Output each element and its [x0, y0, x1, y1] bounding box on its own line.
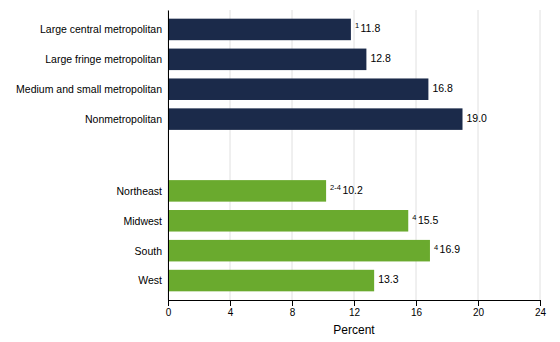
x-tick: 24: [535, 300, 547, 318]
data-label: 11.8: [361, 22, 381, 34]
tick-mark: [416, 300, 417, 306]
grid-line: [540, 10, 541, 300]
tick-label: 20: [473, 307, 485, 318]
footnote-marker: 4: [412, 213, 416, 222]
y-tick: Large fringe metropolitan: [45, 53, 162, 65]
bar: [168, 49, 366, 71]
y-tick: West: [138, 274, 162, 286]
y-tick: Northeast: [116, 185, 162, 197]
bar: [168, 19, 351, 41]
axis-line: [169, 301, 541, 307]
tick-label: Large fringe metropolitan: [45, 53, 162, 65]
bar: [168, 270, 374, 292]
y-tick: Large central metropolitan: [40, 23, 162, 35]
bar: [168, 78, 428, 100]
bar: [168, 240, 430, 262]
tick-label: West: [138, 274, 162, 286]
tick-label: Northeast: [116, 185, 162, 197]
y-axis: Large central metropolitan Large fringe m…: [16, 11, 168, 301]
x-tick: 4: [228, 300, 234, 318]
tick-mark: [478, 300, 479, 306]
tick-label: 4: [228, 307, 234, 318]
chart: 04812162024Large central metropolitanLar…: [0, 0, 560, 342]
grid: [168, 10, 540, 300]
tick-label: Midwest: [123, 215, 162, 227]
data-label: 10.2: [342, 184, 363, 196]
tick-mark: [168, 300, 169, 306]
footnote-marker: 1: [355, 21, 359, 30]
footnote-marker: 4: [434, 243, 438, 252]
axis-line: [168, 11, 169, 301]
footnote-marker: 2-4: [330, 183, 341, 192]
tick-mark: [354, 300, 355, 306]
grid-line: [478, 10, 479, 300]
y-tick: Midwest: [123, 215, 162, 227]
x-tick: 0: [166, 300, 172, 318]
y-tick: Nonmetropolitan: [85, 113, 162, 125]
y-tick: South: [135, 245, 163, 257]
data-label: 19.0: [467, 112, 488, 124]
tick-label: 16: [411, 307, 423, 318]
tick-label: 24: [535, 307, 547, 318]
tick-label: South: [135, 245, 163, 257]
tick-mark: [540, 300, 541, 306]
x-axis: 0 4 8 12 16 20 24: [166, 300, 547, 318]
data-label: 12.8: [370, 52, 391, 64]
grid-line: [168, 10, 169, 300]
x-axis-title: Percent: [333, 323, 375, 337]
tick-label: 0: [166, 307, 172, 318]
tick-label: Nonmetropolitan: [85, 113, 162, 125]
x-tick: 8: [290, 300, 296, 318]
tick-label: Medium and small metropolitan: [16, 83, 162, 95]
tick-mark: [230, 300, 231, 306]
data-label: 15.5: [418, 214, 439, 226]
tick-mark: [292, 300, 293, 306]
x-tick: 16: [411, 300, 423, 318]
plot: 04812162024Large central metropolitanLar…: [16, 10, 546, 318]
x-tick: 12: [349, 300, 361, 318]
tick-label: Large central metropolitan: [40, 23, 162, 35]
data-label: 16.9: [440, 243, 461, 255]
data-labels: 111.812.816.819.02-410.2415.5416.913.3: [330, 21, 487, 285]
data-label: 13.3: [378, 273, 399, 285]
y-tick: Medium and small metropolitan: [16, 83, 162, 95]
data-label: 16.8: [432, 82, 453, 94]
tick-label: 12: [349, 307, 361, 318]
tick-label: 8: [290, 307, 296, 318]
bar: [168, 108, 463, 130]
bar: [168, 180, 326, 202]
bar: [168, 210, 408, 232]
x-tick: 20: [473, 300, 485, 318]
bars: [168, 19, 463, 292]
